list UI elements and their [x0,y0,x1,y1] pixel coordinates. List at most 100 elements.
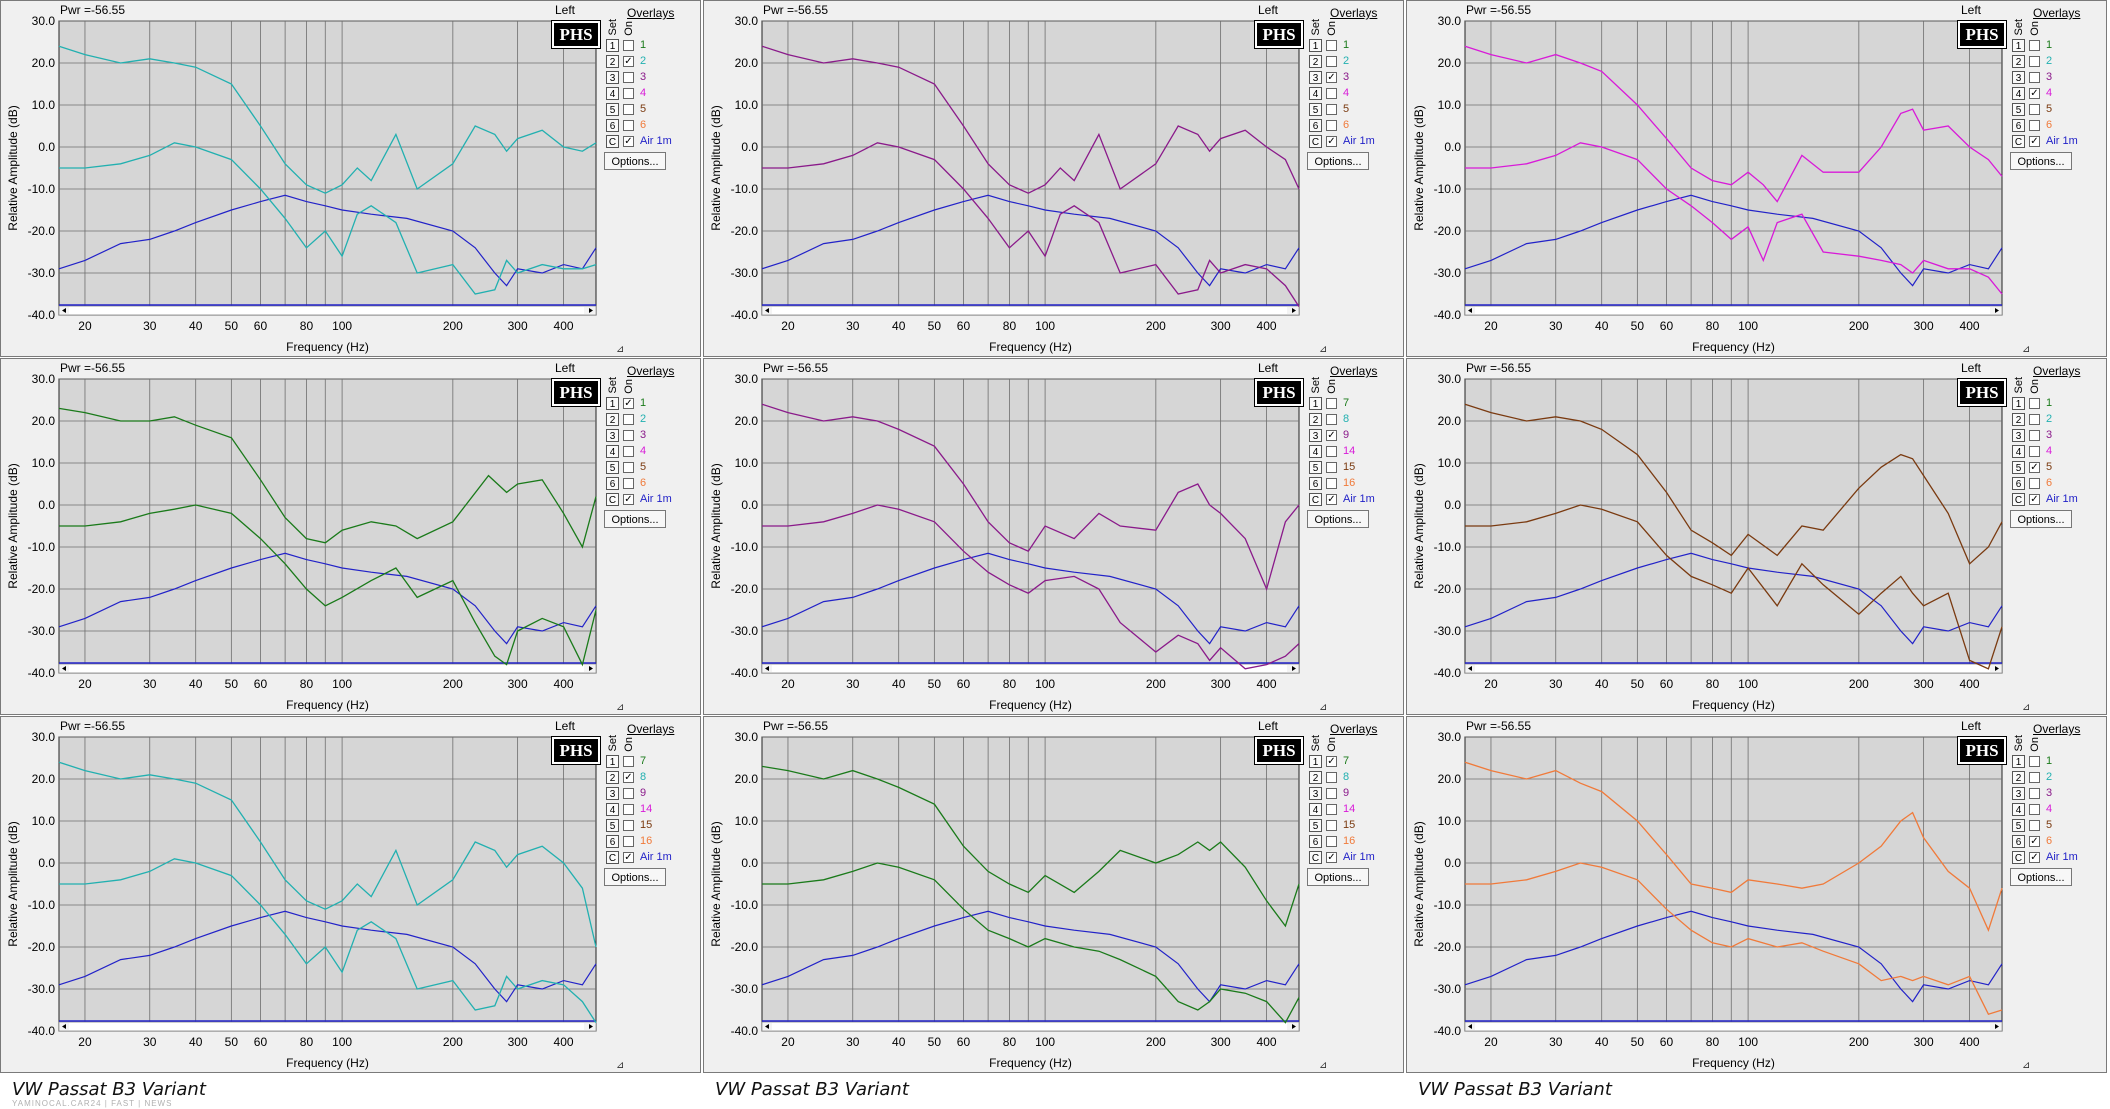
overlay-set-button[interactable]: 5 [606,461,619,474]
scroll-right-arrow-icon[interactable] [1292,1024,1296,1029]
overlay-checkbox[interactable]: ✓ [623,398,634,409]
overlay-set-button[interactable]: 6 [2012,477,2025,490]
overlay-set-button[interactable]: 6 [2012,835,2025,848]
overlay-checkbox[interactable] [1326,88,1337,99]
overlay-set-button[interactable]: 3 [606,787,619,800]
scrollbar-track[interactable] [1475,1023,1990,1030]
scrollbar-track[interactable] [69,307,584,314]
overlay-set-button[interactable]: 3 [2012,71,2025,84]
overlay-set-button[interactable]: 6 [1309,119,1322,132]
scroll-right-arrow-icon[interactable] [589,666,593,671]
overlay-set-button[interactable]: 1 [2012,397,2025,410]
scroll-left-arrow-icon[interactable] [1468,666,1472,671]
overlay-checkbox[interactable]: ✓ [1326,430,1337,441]
scrollbar-track[interactable] [1475,307,1990,314]
overlay-set-button[interactable]: 5 [606,103,619,116]
scrollbar-track[interactable] [772,1023,1287,1030]
overlay-set-button[interactable]: C [606,135,619,148]
overlay-set-button[interactable]: 3 [1309,71,1322,84]
overlay-set-button[interactable]: 3 [2012,429,2025,442]
overlay-checkbox[interactable]: ✓ [2029,88,2040,99]
overlay-set-button[interactable]: 2 [606,55,619,68]
overlay-set-button[interactable]: 3 [1309,787,1322,800]
resize-grip-icon[interactable]: ⊿ [616,1060,624,1071]
overlay-checkbox[interactable]: ✓ [623,494,634,505]
scroll-left-arrow-icon[interactable] [765,1024,769,1029]
overlay-checkbox[interactable] [623,804,634,815]
options-button[interactable]: Options... [2010,510,2072,528]
overlay-checkbox[interactable] [623,88,634,99]
overlay-checkbox[interactable]: ✓ [2029,494,2040,505]
overlay-set-button[interactable]: 1 [2012,39,2025,52]
overlay-checkbox[interactable] [623,478,634,489]
overlay-checkbox[interactable] [1326,804,1337,815]
overlay-checkbox[interactable] [1326,820,1337,831]
overlay-checkbox[interactable]: ✓ [1326,494,1337,505]
overlay-checkbox[interactable] [2029,430,2040,441]
overlay-set-button[interactable]: 1 [606,39,619,52]
overlay-set-button[interactable]: C [606,851,619,864]
overlay-checkbox[interactable]: ✓ [1326,756,1337,767]
overlay-set-button[interactable]: 4 [2012,803,2025,816]
overlay-set-button[interactable]: 4 [606,803,619,816]
options-button[interactable]: Options... [2010,152,2072,170]
overlay-set-button[interactable]: C [1309,493,1322,506]
overlay-set-button[interactable]: 2 [1309,413,1322,426]
overlay-checkbox[interactable] [1326,772,1337,783]
options-button[interactable]: Options... [1307,868,1369,886]
resize-grip-icon[interactable]: ⊿ [1319,1060,1327,1071]
overlay-set-button[interactable]: 1 [606,397,619,410]
scroll-left-arrow-icon[interactable] [62,1024,66,1029]
scroll-right-arrow-icon[interactable] [1995,308,1999,313]
overlay-set-button[interactable]: 2 [606,771,619,784]
overlay-checkbox[interactable] [623,446,634,457]
scroll-left-arrow-icon[interactable] [1468,308,1472,313]
overlay-set-button[interactable]: 5 [1309,819,1322,832]
overlay-set-button[interactable]: 5 [2012,103,2025,116]
overlay-set-button[interactable]: 5 [2012,461,2025,474]
overlay-set-button[interactable]: 1 [1309,755,1322,768]
overlay-checkbox[interactable] [623,820,634,831]
scroll-right-arrow-icon[interactable] [589,1024,593,1029]
overlay-set-button[interactable]: 4 [606,445,619,458]
overlay-checkbox[interactable] [623,414,634,425]
overlay-set-button[interactable]: 5 [1309,103,1322,116]
overlay-checkbox[interactable] [1326,836,1337,847]
overlay-set-button[interactable]: 4 [1309,445,1322,458]
overlay-checkbox[interactable] [623,430,634,441]
overlay-set-button[interactable]: 6 [606,835,619,848]
overlay-checkbox[interactable] [1326,56,1337,67]
overlay-checkbox[interactable] [2029,446,2040,457]
resize-grip-icon[interactable]: ⊿ [2022,702,2030,713]
overlay-set-button[interactable]: 5 [1309,461,1322,474]
overlay-set-button[interactable]: 3 [606,429,619,442]
overlay-set-button[interactable]: 2 [1309,771,1322,784]
overlay-set-button[interactable]: 3 [606,71,619,84]
overlay-checkbox[interactable] [2029,120,2040,131]
overlay-checkbox[interactable] [623,756,634,767]
overlay-set-button[interactable]: 5 [606,819,619,832]
overlay-checkbox[interactable] [1326,40,1337,51]
overlay-checkbox[interactable] [2029,478,2040,489]
overlay-checkbox[interactable]: ✓ [623,772,634,783]
overlay-checkbox[interactable] [2029,398,2040,409]
overlay-checkbox[interactable] [623,462,634,473]
scroll-right-arrow-icon[interactable] [1292,308,1296,313]
overlay-checkbox[interactable] [1326,120,1337,131]
overlay-set-button[interactable]: 3 [1309,429,1322,442]
overlay-checkbox[interactable] [1326,104,1337,115]
overlay-checkbox[interactable] [1326,478,1337,489]
overlay-checkbox[interactable] [1326,462,1337,473]
overlay-set-button[interactable]: 2 [606,413,619,426]
overlay-checkbox[interactable] [623,120,634,131]
overlay-checkbox[interactable]: ✓ [623,56,634,67]
options-button[interactable]: Options... [1307,510,1369,528]
overlay-checkbox[interactable] [623,836,634,847]
scroll-right-arrow-icon[interactable] [1995,666,1999,671]
overlay-set-button[interactable]: 4 [1309,87,1322,100]
resize-grip-icon[interactable]: ⊿ [1319,702,1327,713]
overlay-set-button[interactable]: 2 [2012,771,2025,784]
overlay-set-button[interactable]: 6 [2012,119,2025,132]
overlay-checkbox[interactable] [623,104,634,115]
overlay-set-button[interactable]: C [1309,851,1322,864]
